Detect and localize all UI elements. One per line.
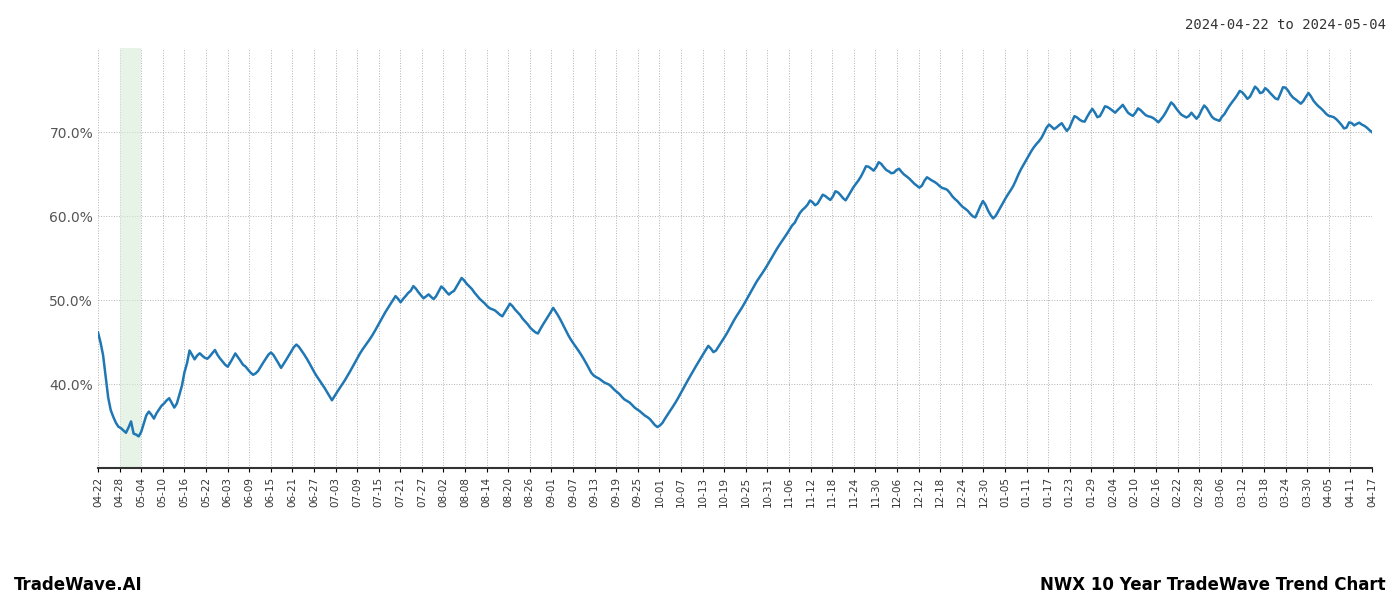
Text: TradeWave.AI: TradeWave.AI [14,576,143,594]
Text: 2024-04-22 to 2024-05-04: 2024-04-22 to 2024-05-04 [1184,18,1386,32]
Bar [119,48,141,468]
Text: NWX 10 Year TradeWave Trend Chart: NWX 10 Year TradeWave Trend Chart [1040,576,1386,594]
